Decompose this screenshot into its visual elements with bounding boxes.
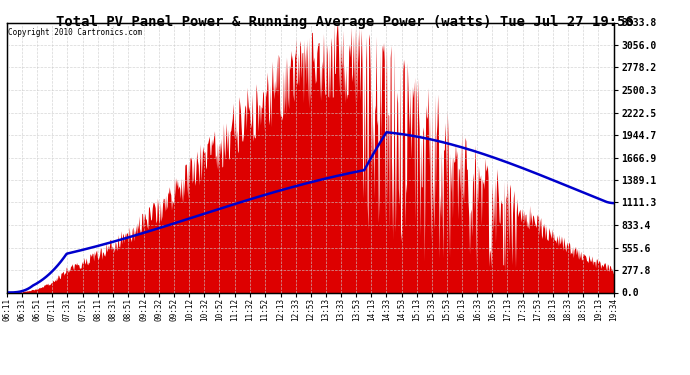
Text: Total PV Panel Power & Running Average Power (watts) Tue Jul 27 19:56: Total PV Panel Power & Running Average P…: [56, 15, 634, 29]
Text: Copyright 2010 Cartronics.com: Copyright 2010 Cartronics.com: [8, 28, 142, 37]
